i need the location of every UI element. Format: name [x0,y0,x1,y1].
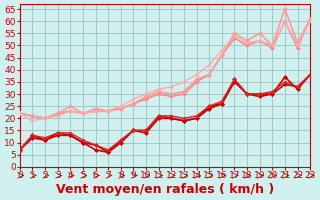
X-axis label: Vent moyen/en rafales ( km/h ): Vent moyen/en rafales ( km/h ) [56,183,274,196]
